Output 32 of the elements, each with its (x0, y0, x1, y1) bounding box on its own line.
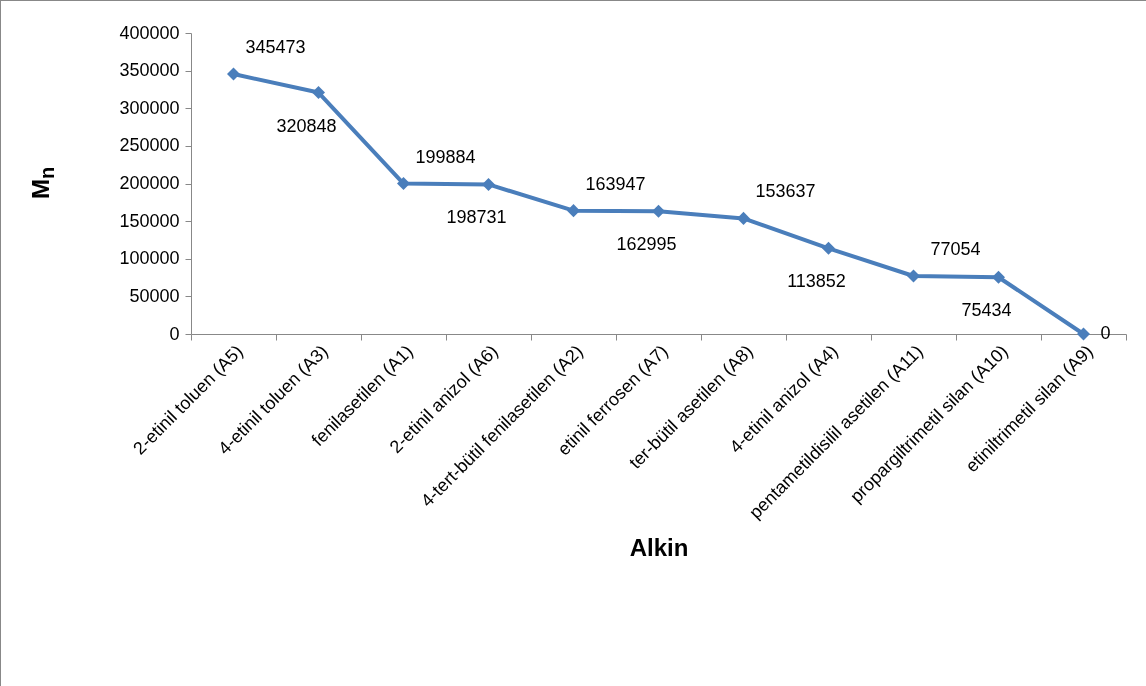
point (481, 177, 496, 191)
data-label: 77054 (930, 239, 981, 260)
data-label: 153637 (755, 181, 816, 202)
point (566, 204, 581, 218)
x-axis-title: Alkin (629, 533, 689, 561)
data-label: 0 (1100, 323, 1111, 343)
y-tick-label: 400000 (119, 22, 180, 43)
y-tick-label: 0 (169, 323, 180, 344)
point (1076, 327, 1091, 341)
point (226, 67, 241, 81)
point (651, 204, 666, 218)
y-tick-label: 50000 (129, 285, 180, 306)
data-label: 163947 (585, 173, 646, 194)
y-tick-label: 300000 (119, 97, 180, 118)
point (396, 177, 411, 191)
data-label: 199884 (415, 146, 476, 167)
point (991, 270, 1006, 284)
data-label: 345473 (245, 37, 306, 58)
point (821, 241, 836, 255)
y-tick-label: 100000 (119, 248, 180, 269)
data-label: 162995 (616, 234, 677, 255)
point (736, 211, 751, 225)
y-tick-label: 150000 (119, 210, 180, 231)
point (311, 86, 326, 100)
data-label: 320848 (276, 115, 337, 136)
y-tick-label: 350000 (119, 60, 180, 81)
data-label: 113852 (787, 271, 846, 292)
data-label: 75434 (961, 300, 1012, 321)
point (906, 269, 921, 283)
y-tick-label: 200000 (119, 173, 180, 193)
data-label: 198731 (446, 207, 507, 228)
y-tick-label: 250000 (119, 135, 180, 156)
